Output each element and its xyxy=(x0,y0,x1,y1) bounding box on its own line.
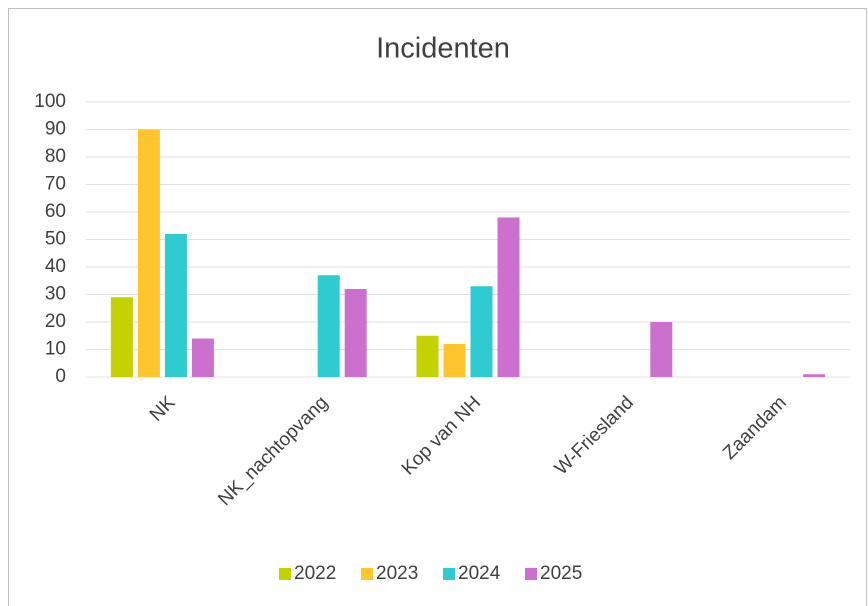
y-tick-label: 100 xyxy=(34,91,66,112)
y-tick-label: 20 xyxy=(45,311,66,332)
y-tick-label: 60 xyxy=(45,201,66,222)
y-tick-label: 10 xyxy=(45,339,66,360)
bar xyxy=(470,286,493,377)
y-tick-label: 0 xyxy=(55,366,66,387)
legend-swatch xyxy=(443,568,455,580)
bar xyxy=(497,217,520,377)
bar xyxy=(317,275,340,377)
legend-label: 2023 xyxy=(376,563,418,584)
chart-title: Incidenten xyxy=(376,33,510,65)
bar xyxy=(344,289,367,377)
legend-label: 2025 xyxy=(540,563,582,584)
bar xyxy=(191,338,214,377)
bar xyxy=(803,374,826,377)
legend-swatch xyxy=(361,568,373,580)
y-tick-label: 50 xyxy=(45,229,66,250)
bar xyxy=(416,335,439,377)
y-tick-label: 90 xyxy=(45,119,66,140)
y-tick-label: 80 xyxy=(45,146,66,167)
bar xyxy=(110,297,133,377)
legend-label: 2022 xyxy=(294,563,336,584)
bar xyxy=(443,344,466,377)
chart-border xyxy=(8,8,867,606)
legend-swatch xyxy=(525,568,537,580)
y-tick-label: 70 xyxy=(45,174,66,195)
bar xyxy=(137,129,160,377)
legend-label: 2024 xyxy=(458,563,501,584)
bar xyxy=(650,322,673,377)
y-tick-label: 40 xyxy=(45,256,66,277)
y-tick-label: 30 xyxy=(45,284,66,305)
legend-swatch xyxy=(279,568,291,580)
bar xyxy=(164,234,187,377)
